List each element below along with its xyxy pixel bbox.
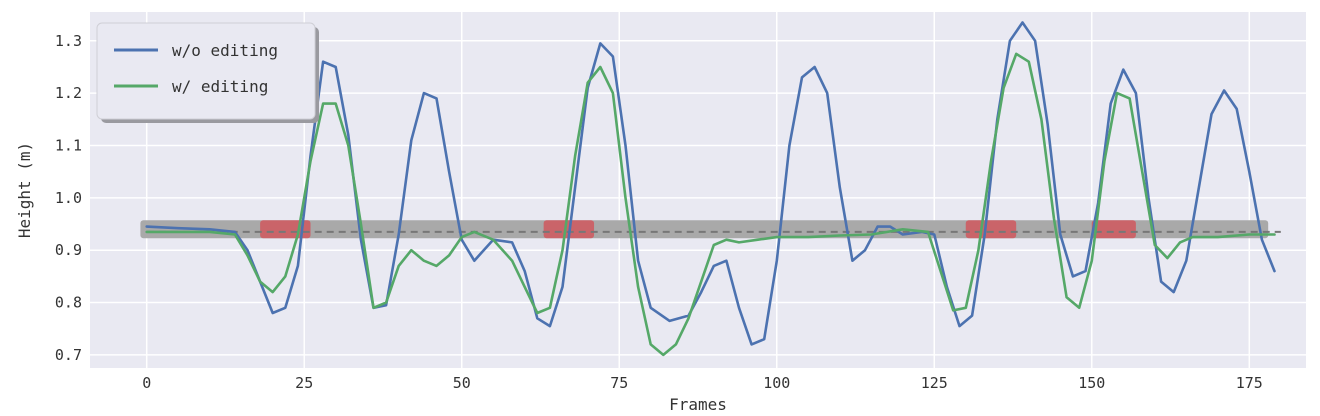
x-tick-label: 100 — [763, 374, 790, 392]
y-tick-label: 0.8 — [55, 294, 82, 312]
series-lines — [145, 21, 1276, 357]
y-tick-label: 0.9 — [55, 241, 82, 259]
grid-lines — [90, 12, 1306, 368]
highlight-segment — [965, 220, 1017, 239]
contact-bars — [140, 220, 1281, 239]
tick-labels: 0 25 50 75 100 125 150 175 0.7 0.8 0.9 1.0 1.1 1.2 1.3 — [55, 32, 1263, 392]
y-tick-label: 0.7 — [55, 346, 82, 364]
y-axis-label: Height (m) — [15, 142, 34, 238]
legend-label-1: w/ editing — [172, 77, 268, 96]
x-tick-label: 25 — [295, 374, 313, 392]
y-tick-label: 1.2 — [55, 84, 82, 102]
legend: w/o editing w/ editing — [96, 22, 319, 123]
x-tick-label: 0 — [142, 374, 151, 392]
highlight-segment — [1091, 220, 1136, 239]
legend-box — [96, 22, 316, 120]
x-tick-label: 75 — [610, 374, 628, 392]
x-tick-label: 50 — [453, 374, 471, 392]
y-tick-label: 1.3 — [55, 32, 82, 50]
y-tick-label: 1.1 — [55, 137, 82, 155]
x-tick-label: 150 — [1078, 374, 1105, 392]
y-tick-label: 1.0 — [55, 189, 82, 207]
series-line-1 — [145, 52, 1276, 357]
x-axis-label: Frames — [669, 395, 727, 414]
x-tick-label: 125 — [921, 374, 948, 392]
legend-label-0: w/o editing — [172, 41, 278, 60]
x-tick-label: 175 — [1236, 374, 1263, 392]
